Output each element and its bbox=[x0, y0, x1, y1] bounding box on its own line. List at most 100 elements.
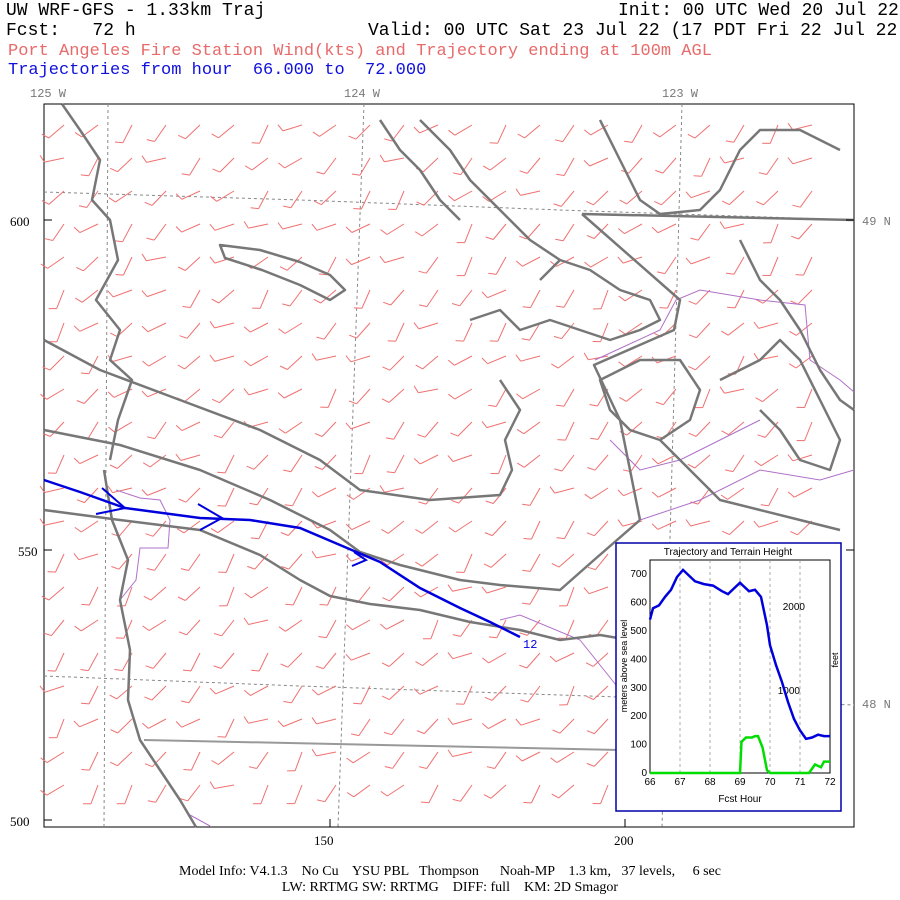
wind-barb bbox=[292, 586, 303, 606]
wind-barb-flag bbox=[753, 353, 759, 361]
wind-barb bbox=[358, 718, 371, 736]
wind-barb bbox=[423, 157, 439, 173]
wind-barb-flag bbox=[178, 498, 187, 503]
wind-barb-flag bbox=[583, 587, 590, 595]
wind-barb-flag bbox=[381, 695, 390, 701]
wind-barb-flag bbox=[587, 566, 596, 571]
wind-barb-flag bbox=[795, 274, 804, 276]
wind-barb bbox=[286, 256, 303, 271]
wind-barb bbox=[251, 157, 269, 171]
wind-barb bbox=[152, 652, 167, 669]
wind-barb-flag bbox=[687, 133, 696, 139]
wind-barb bbox=[48, 190, 65, 205]
wind-barb bbox=[351, 520, 371, 531]
wind-barb-flag bbox=[481, 420, 488, 428]
wind-barb bbox=[418, 322, 439, 330]
wind-barb-flag bbox=[727, 306, 736, 309]
wind-barb bbox=[122, 124, 133, 144]
wind-barb bbox=[214, 355, 235, 362]
wind-barb-flag bbox=[385, 437, 394, 440]
wind-barb bbox=[221, 421, 235, 439]
wind-barb bbox=[316, 355, 337, 361]
wind-barb bbox=[81, 289, 99, 303]
wind-barb bbox=[292, 487, 303, 506]
wind-barb-flag bbox=[41, 133, 50, 139]
wind-barb-flag bbox=[655, 401, 664, 406]
wind-barb-flag bbox=[515, 354, 522, 362]
wind-barb bbox=[317, 685, 337, 696]
wind-barb-flag bbox=[659, 307, 668, 309]
trajectory-path bbox=[43, 478, 521, 639]
wind-barb bbox=[458, 487, 473, 504]
wind-barb bbox=[626, 421, 643, 436]
wind-barb-flag bbox=[212, 168, 221, 173]
wind-barb bbox=[724, 223, 745, 229]
wind-barb-flag bbox=[313, 200, 322, 206]
wind-barb-flag bbox=[281, 566, 290, 570]
wind-barb bbox=[762, 388, 779, 402]
wind-barb bbox=[351, 652, 371, 661]
wind-barb bbox=[224, 454, 235, 474]
wind-barb bbox=[454, 388, 473, 400]
inset-y-tick: 400 bbox=[630, 654, 647, 665]
wind-barb bbox=[185, 124, 201, 140]
wind-barb-flag bbox=[179, 335, 188, 339]
wind-barb-flag bbox=[217, 736, 226, 738]
wind-barb-flag bbox=[651, 523, 659, 530]
wind-barb bbox=[393, 421, 405, 440]
wind-barb-flag bbox=[75, 297, 83, 303]
wind-barb-flag bbox=[109, 761, 118, 767]
wind-barb bbox=[454, 124, 473, 136]
wind-barb bbox=[554, 487, 575, 494]
wind-barb bbox=[124, 586, 133, 606]
wind-barb-flag bbox=[110, 729, 118, 734]
wind-barb-flag bbox=[420, 801, 429, 804]
wind-barb bbox=[559, 718, 575, 734]
wind-barb bbox=[79, 718, 99, 728]
wind-barb bbox=[529, 586, 541, 605]
wind-barb-flag bbox=[651, 226, 659, 234]
inset-xlabel: Fcst Hour bbox=[718, 794, 762, 805]
wind-barb bbox=[395, 190, 405, 210]
wind-barb-flag bbox=[210, 195, 218, 202]
wind-barb-flag bbox=[483, 794, 492, 799]
state-boundary-line bbox=[143, 739, 621, 751]
wind-barb bbox=[249, 322, 269, 333]
wind-barb-flag bbox=[417, 434, 426, 438]
wind-barb bbox=[498, 454, 507, 474]
wind-barb bbox=[48, 124, 65, 139]
inset-series bbox=[648, 568, 830, 775]
wind-barb-flag bbox=[40, 263, 48, 269]
wind-barb-flag bbox=[283, 700, 292, 704]
wind-barb bbox=[488, 190, 507, 202]
wind-barb bbox=[421, 520, 439, 534]
wind-barb-flag bbox=[726, 272, 735, 275]
inset-y-tick: 200 bbox=[630, 711, 647, 722]
wind-barb bbox=[662, 157, 677, 174]
wind-barb-flag bbox=[455, 340, 464, 342]
wind-barb bbox=[46, 784, 65, 796]
wind-barb bbox=[588, 586, 609, 595]
wind-barb-flag bbox=[277, 222, 284, 230]
wind-barb bbox=[316, 553, 337, 559]
wind-barb bbox=[795, 322, 813, 336]
wind-barb-flag bbox=[108, 426, 116, 433]
wind-barb-flag bbox=[791, 235, 799, 240]
wind-barb-flag bbox=[209, 354, 216, 362]
wind-barb bbox=[490, 784, 507, 799]
wind-barb bbox=[259, 289, 269, 309]
wind-barb-flag bbox=[279, 365, 288, 370]
wind-barb-flag bbox=[114, 669, 123, 671]
wind-barb bbox=[391, 718, 405, 736]
valid-time: Valid: 00 UTC Sat 23 Jul 22 (17 PDT Fri … bbox=[368, 21, 900, 41]
trajectory-arrow bbox=[351, 551, 369, 567]
wind-barb-flag bbox=[177, 596, 186, 601]
wind-barb bbox=[459, 289, 473, 307]
wind-barb bbox=[151, 190, 167, 206]
wind-barb bbox=[590, 487, 609, 500]
wind-barb-flag bbox=[447, 359, 455, 366]
wind-barb-flag bbox=[243, 689, 251, 696]
wind-barb-flag bbox=[80, 669, 89, 672]
wind-barb-flag bbox=[175, 453, 182, 461]
wind-barb bbox=[489, 157, 507, 171]
